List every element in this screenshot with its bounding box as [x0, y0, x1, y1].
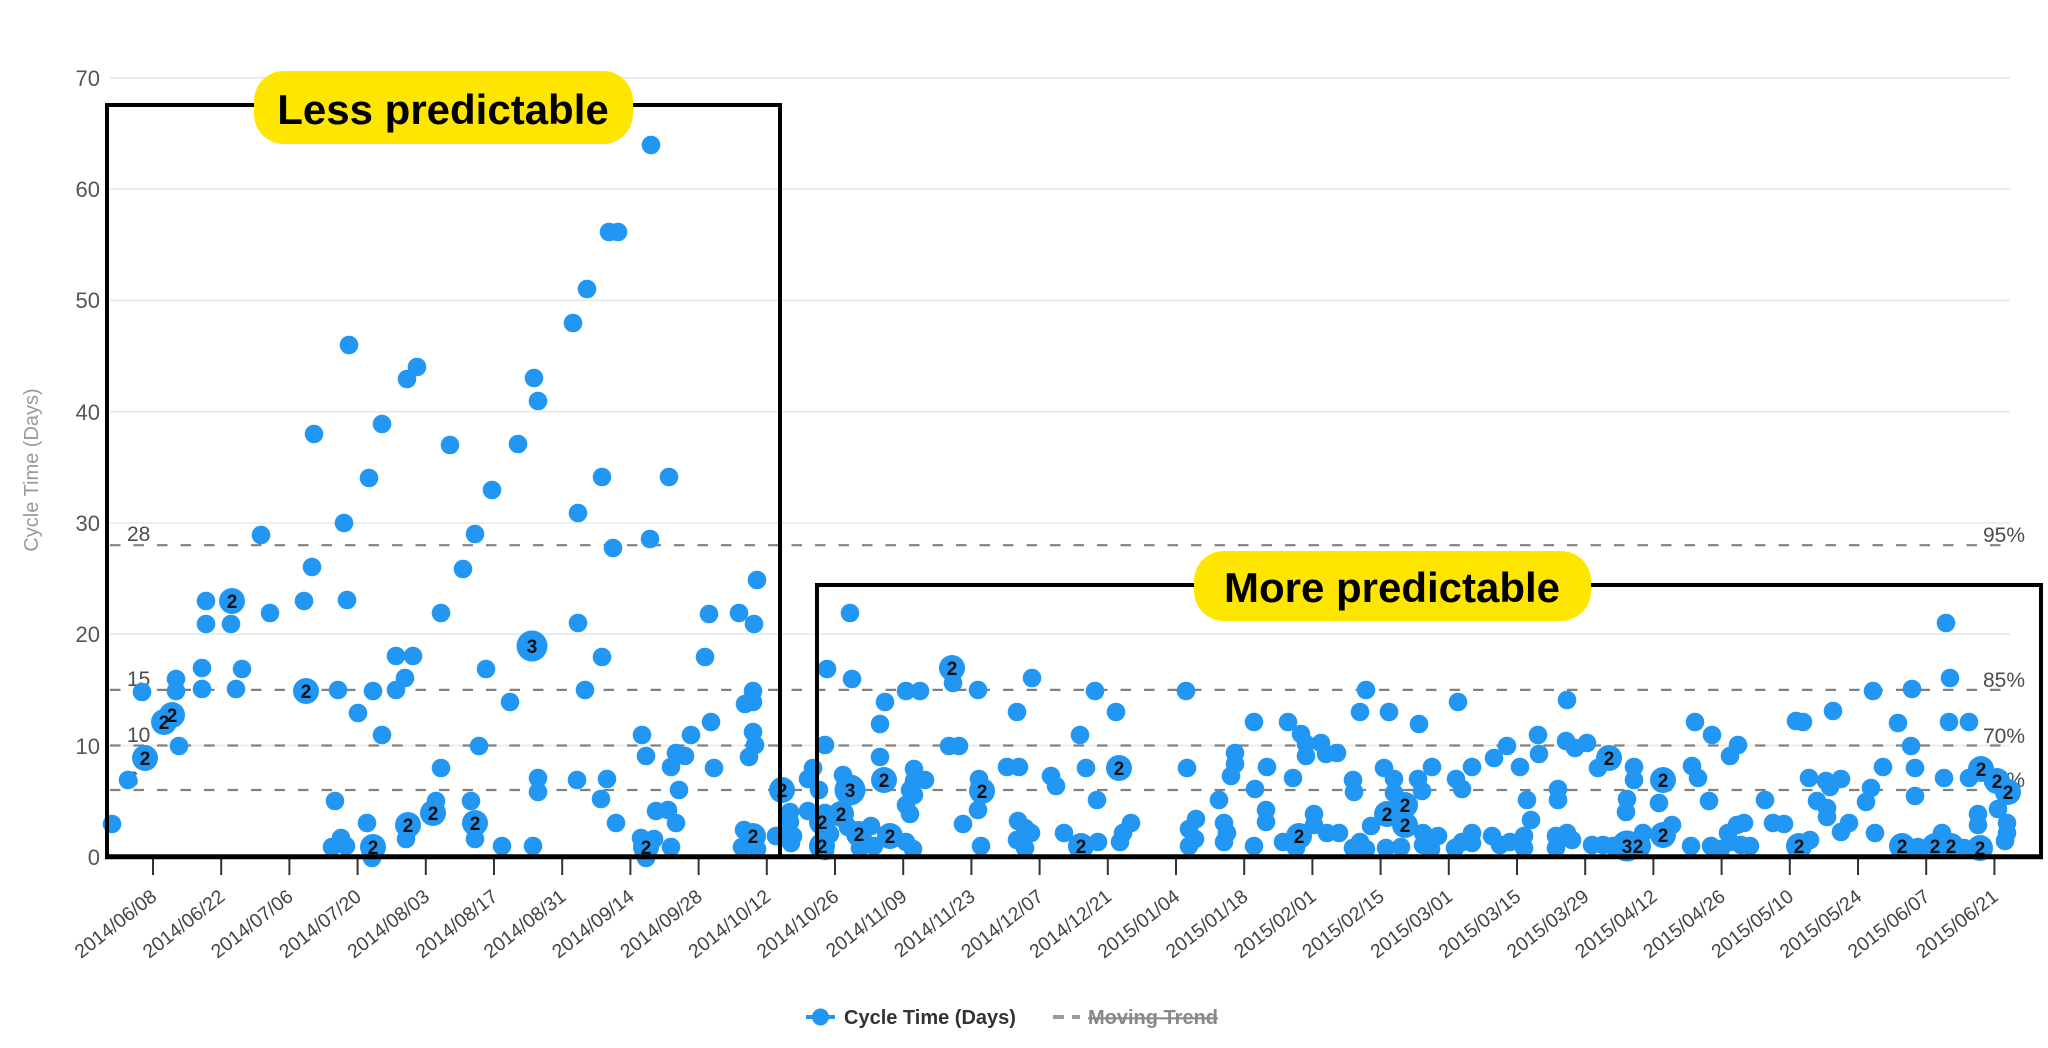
svg-text:2: 2 [1076, 837, 1087, 858]
svg-text:20: 20 [76, 622, 100, 647]
svg-text:2: 2 [368, 838, 379, 859]
svg-text:2: 2 [641, 838, 652, 859]
svg-text:2: 2 [159, 713, 170, 734]
svg-text:2: 2 [1400, 816, 1411, 837]
svg-text:2: 2 [2003, 783, 2014, 804]
svg-text:2: 2 [428, 804, 439, 825]
svg-text:2: 2 [817, 837, 828, 858]
svg-text:2: 2 [1658, 826, 1669, 847]
svg-text:2: 2 [879, 771, 890, 792]
svg-text:2: 2 [1294, 827, 1305, 848]
svg-text:28: 28 [127, 523, 150, 546]
svg-text:2: 2 [1604, 749, 1615, 770]
svg-text:Less predictable: Less predictable [277, 86, 608, 133]
svg-text:2: 2 [1114, 759, 1125, 780]
svg-text:60: 60 [76, 177, 100, 202]
svg-text:2: 2 [227, 592, 238, 613]
svg-text:85%: 85% [1983, 669, 2025, 692]
svg-text:2: 2 [1633, 837, 1644, 858]
svg-text:10: 10 [127, 724, 150, 747]
svg-text:70%: 70% [1983, 725, 2025, 748]
svg-text:2: 2 [1382, 805, 1393, 826]
svg-text:More predictable: More predictable [1224, 564, 1560, 611]
svg-text:2: 2 [1794, 837, 1805, 858]
svg-text:2: 2 [1897, 837, 1908, 858]
svg-text:2: 2 [167, 706, 178, 727]
svg-text:Cycle Time (Days): Cycle Time (Days) [21, 388, 43, 551]
svg-text:2: 2 [1975, 839, 1986, 860]
svg-text:3: 3 [527, 637, 538, 658]
svg-text:2: 2 [140, 749, 151, 770]
svg-text:Cycle Time (Days): Cycle Time (Days) [844, 1007, 1016, 1029]
svg-text:2: 2 [301, 682, 312, 703]
svg-text:2: 2 [403, 816, 414, 837]
svg-text:2: 2 [470, 814, 481, 835]
svg-text:2: 2 [748, 827, 759, 848]
svg-text:2: 2 [1658, 771, 1669, 792]
svg-text:70: 70 [76, 66, 100, 91]
svg-text:2: 2 [1400, 796, 1411, 817]
svg-text:40: 40 [76, 400, 100, 425]
svg-text:2: 2 [817, 813, 828, 834]
svg-text:95%: 95% [1983, 524, 2025, 547]
svg-text:50: 50 [76, 288, 100, 313]
svg-text:10: 10 [76, 734, 100, 759]
svg-text:2: 2 [854, 825, 865, 846]
svg-text:2: 2 [1992, 772, 2003, 793]
svg-text:2: 2 [885, 827, 896, 848]
svg-text:2: 2 [1930, 837, 1941, 858]
svg-text:2: 2 [1946, 837, 1957, 858]
svg-text:2: 2 [836, 805, 847, 826]
svg-text:30: 30 [76, 511, 100, 536]
svg-text:2: 2 [947, 659, 958, 680]
svg-text:2: 2 [977, 782, 988, 803]
svg-text:0: 0 [88, 845, 100, 870]
svg-text:3: 3 [845, 781, 856, 802]
svg-text:2: 2 [1976, 760, 1987, 781]
svg-text:3: 3 [1622, 837, 1633, 858]
svg-text:Moving Trend: Moving Trend [1088, 1007, 1218, 1029]
